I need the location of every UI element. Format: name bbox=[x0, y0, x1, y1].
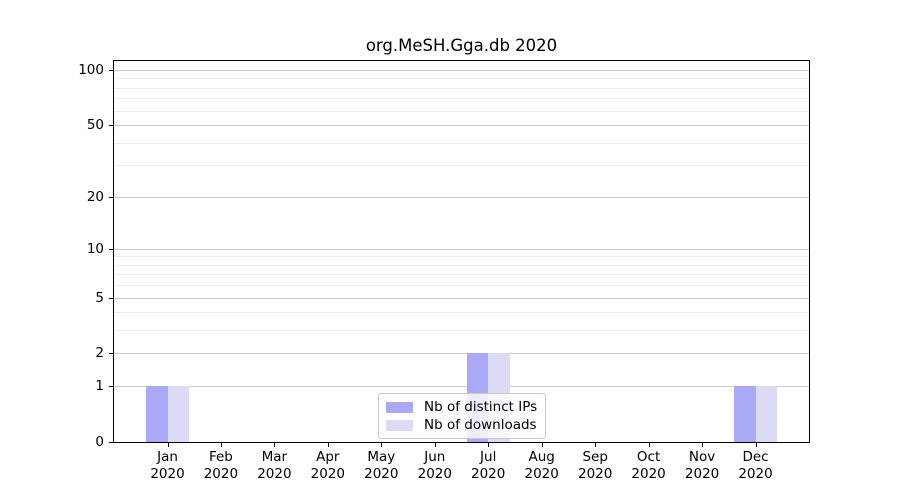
minor-gridline bbox=[114, 87, 809, 89]
x-tick-mark bbox=[755, 443, 757, 447]
minor-gridline bbox=[114, 274, 809, 276]
bar-downloads-jan bbox=[167, 386, 189, 442]
bar-downloads-dec bbox=[755, 386, 777, 442]
gridlines-layer bbox=[114, 61, 809, 442]
y-tick-mark bbox=[109, 386, 113, 388]
x-tick-mark bbox=[167, 443, 169, 447]
legend-item-distinct-ips: Nb of distinct IPs bbox=[386, 399, 537, 415]
major-gridline bbox=[114, 196, 809, 198]
y-tick-mark bbox=[109, 70, 113, 71]
legend: Nb of distinct IPs Nb of downloads bbox=[378, 393, 547, 439]
y-tick-label: 5 bbox=[95, 289, 104, 306]
y-tick-mark bbox=[109, 248, 113, 250]
x-tick-label: Jul 2020 bbox=[471, 449, 506, 482]
minor-gridline bbox=[114, 256, 809, 258]
x-tick-label: Nov 2020 bbox=[684, 449, 720, 482]
y-tick-mark bbox=[109, 353, 113, 355]
x-tick-label: Jun 2020 bbox=[417, 449, 452, 482]
x-tick-mark bbox=[702, 443, 704, 447]
legend-label-downloads: Nb of downloads bbox=[424, 417, 537, 433]
x-tick-mark bbox=[434, 443, 436, 447]
legend-swatch-downloads bbox=[386, 419, 413, 431]
minor-gridline bbox=[114, 142, 809, 144]
x-tick-label: Aug 2020 bbox=[524, 449, 559, 482]
minor-gridline bbox=[114, 98, 809, 100]
minor-gridline bbox=[114, 285, 809, 287]
y-tick-mark bbox=[109, 125, 113, 127]
major-gridline bbox=[114, 297, 809, 299]
major-gridline bbox=[114, 125, 809, 127]
major-gridline bbox=[114, 386, 809, 388]
minor-gridline bbox=[114, 264, 809, 266]
x-tick-mark bbox=[327, 443, 329, 447]
x-tick-label: Oct 2020 bbox=[631, 449, 666, 482]
x-tick-mark bbox=[488, 443, 490, 447]
x-tick-mark bbox=[595, 443, 597, 447]
legend-swatch-distinct-ips bbox=[386, 401, 413, 413]
y-tick-label: 50 bbox=[86, 117, 104, 134]
x-tick-mark bbox=[648, 443, 650, 447]
x-tick-mark bbox=[274, 443, 276, 447]
minor-gridline bbox=[114, 312, 809, 314]
x-tick-label: Dec 2020 bbox=[738, 449, 773, 482]
minor-gridline bbox=[114, 78, 809, 80]
y-tick-label: 1 bbox=[95, 378, 104, 395]
legend-label-distinct-ips: Nb of distinct IPs bbox=[424, 399, 538, 415]
x-tick-label: May 2020 bbox=[364, 449, 399, 482]
bars-layer bbox=[114, 61, 809, 442]
y-tick-mark bbox=[109, 196, 113, 198]
major-gridline bbox=[114, 248, 809, 250]
chart-title: org.MeSH.Gga.db 2020 bbox=[365, 36, 558, 55]
major-gridline bbox=[114, 353, 809, 355]
x-tick-label: Jan 2020 bbox=[150, 449, 185, 482]
major-gridline bbox=[114, 70, 809, 71]
x-tick-label: Mar 2020 bbox=[257, 449, 292, 482]
legend-item-downloads: Nb of downloads bbox=[386, 417, 537, 433]
y-tick-label: 0 bbox=[95, 434, 104, 450]
bar-distinct-ips-dec bbox=[734, 386, 756, 442]
y-tick-mark bbox=[109, 442, 113, 443]
y-tick-label: 20 bbox=[86, 188, 104, 205]
x-tick-label: Apr 2020 bbox=[310, 449, 345, 482]
y-tick-label: 100 bbox=[78, 62, 104, 78]
y-tick-label: 2 bbox=[95, 345, 104, 362]
x-tick-mark bbox=[220, 443, 222, 447]
minor-gridline bbox=[114, 165, 809, 167]
minor-gridline bbox=[114, 110, 809, 112]
x-tick-mark bbox=[541, 443, 543, 447]
y-tick-label: 10 bbox=[86, 240, 104, 257]
plot-area: Nb of distinct IPs Nb of downloads bbox=[113, 60, 810, 443]
y-tick-mark bbox=[109, 297, 113, 299]
bar-distinct-ips-jan bbox=[146, 386, 168, 442]
minor-gridline bbox=[114, 330, 809, 332]
x-tick-label: Sep 2020 bbox=[578, 449, 613, 482]
x-tick-label: Feb 2020 bbox=[203, 449, 239, 482]
x-tick-mark bbox=[381, 443, 383, 447]
